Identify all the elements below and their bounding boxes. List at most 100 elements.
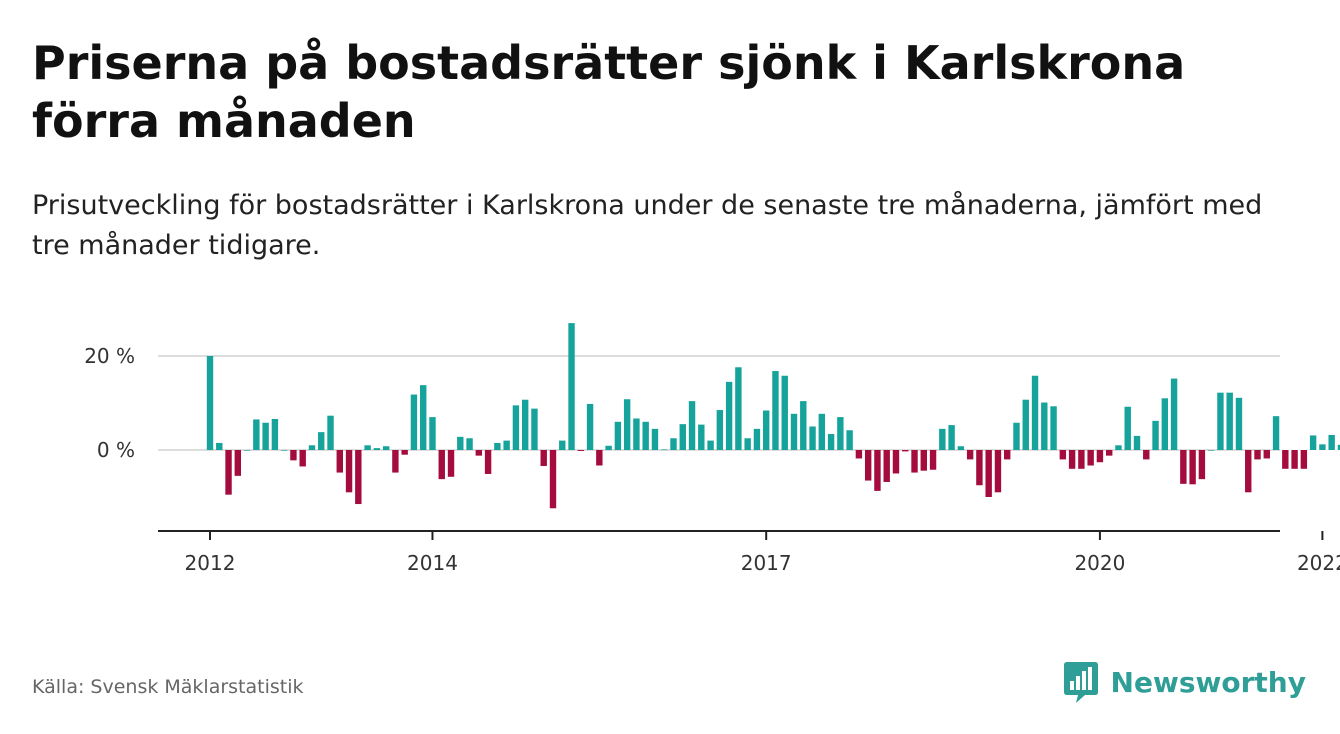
bar xyxy=(753,428,761,450)
x-tick-label: 2020 xyxy=(1074,551,1125,575)
chart-title: Priserna på bostadsrätter sjönk i Karlsk… xyxy=(32,36,1186,148)
bar xyxy=(1254,450,1261,460)
bar xyxy=(410,394,418,450)
bar xyxy=(466,438,473,450)
bar xyxy=(447,450,455,477)
bar xyxy=(1078,450,1085,469)
bar xyxy=(985,450,992,497)
bar xyxy=(1226,392,1233,450)
bar xyxy=(494,442,501,450)
bar xyxy=(1152,420,1159,450)
bar xyxy=(1096,450,1104,463)
bar xyxy=(392,450,399,473)
bar xyxy=(531,408,538,450)
bar xyxy=(512,405,520,450)
bar xyxy=(744,438,751,450)
bar xyxy=(837,417,844,450)
bar-chart: 20 %0 %20122014201720202022-9 % xyxy=(84,323,1340,575)
bar xyxy=(1245,450,1252,493)
bar xyxy=(827,434,835,450)
bar xyxy=(1180,450,1187,484)
bar xyxy=(290,450,297,461)
bar xyxy=(1282,450,1289,469)
bar xyxy=(596,450,603,466)
bar xyxy=(911,450,918,473)
source-credit: Källa: Svensk Mäklarstatistik xyxy=(32,676,304,698)
bar xyxy=(707,440,714,450)
bar xyxy=(864,450,872,481)
bar xyxy=(521,399,529,450)
bar xyxy=(577,450,584,451)
bar xyxy=(725,381,733,450)
bar xyxy=(206,356,214,450)
bar xyxy=(336,450,343,473)
bar xyxy=(1124,406,1131,450)
bar xyxy=(957,446,965,450)
bar xyxy=(373,448,381,450)
bar xyxy=(948,425,955,450)
x-tick-label: 2022 xyxy=(1297,551,1340,575)
bar xyxy=(1263,450,1270,459)
bar xyxy=(475,450,483,456)
bar xyxy=(1041,402,1048,450)
bar xyxy=(1105,450,1113,456)
bar xyxy=(1300,450,1308,469)
bar xyxy=(1189,450,1196,485)
bar xyxy=(429,417,436,450)
bar xyxy=(355,450,362,505)
bar xyxy=(586,403,594,450)
newsworthy-logo: Newsworthy xyxy=(1063,660,1306,704)
bar xyxy=(308,445,316,450)
bar xyxy=(929,450,937,470)
bar xyxy=(966,450,974,460)
bar xyxy=(892,450,900,474)
bar xyxy=(1013,422,1020,450)
bar xyxy=(651,428,659,450)
bar xyxy=(994,450,1002,493)
x-axis xyxy=(158,530,1324,540)
bar xyxy=(614,421,622,450)
bar xyxy=(1337,444,1340,450)
bar xyxy=(503,440,510,450)
bar xyxy=(262,422,269,450)
bar xyxy=(299,450,306,467)
bar xyxy=(1059,450,1067,460)
bar xyxy=(1115,445,1122,450)
bar xyxy=(939,428,946,450)
bar xyxy=(679,424,686,450)
bar xyxy=(800,401,807,450)
bar xyxy=(1235,397,1243,450)
brand-name: Newsworthy xyxy=(1110,665,1306,699)
bar xyxy=(345,450,353,493)
bar xyxy=(920,450,927,471)
bar xyxy=(1328,434,1335,450)
bar xyxy=(1031,375,1039,450)
bar xyxy=(540,450,547,466)
bar xyxy=(763,410,770,450)
bar xyxy=(1207,450,1215,451)
bar xyxy=(1217,392,1224,450)
bars xyxy=(206,323,1340,509)
bar xyxy=(1272,416,1280,450)
bar xyxy=(364,445,371,450)
bar xyxy=(809,426,816,450)
bar xyxy=(1050,406,1057,450)
bar xyxy=(225,450,232,495)
bar xyxy=(382,446,390,450)
bar xyxy=(401,450,408,455)
bar xyxy=(216,442,223,450)
bar xyxy=(484,450,492,474)
bar xyxy=(243,450,251,451)
bar xyxy=(1170,378,1178,450)
bar xyxy=(568,323,575,450)
bar xyxy=(1309,435,1317,450)
bar xyxy=(234,450,242,476)
bar xyxy=(976,450,983,486)
bar xyxy=(735,367,742,450)
bar xyxy=(874,450,881,491)
bar xyxy=(549,450,557,509)
bar xyxy=(698,424,705,450)
bar xyxy=(642,421,649,450)
bar xyxy=(1004,450,1011,460)
x-tick-label: 2014 xyxy=(407,551,458,575)
